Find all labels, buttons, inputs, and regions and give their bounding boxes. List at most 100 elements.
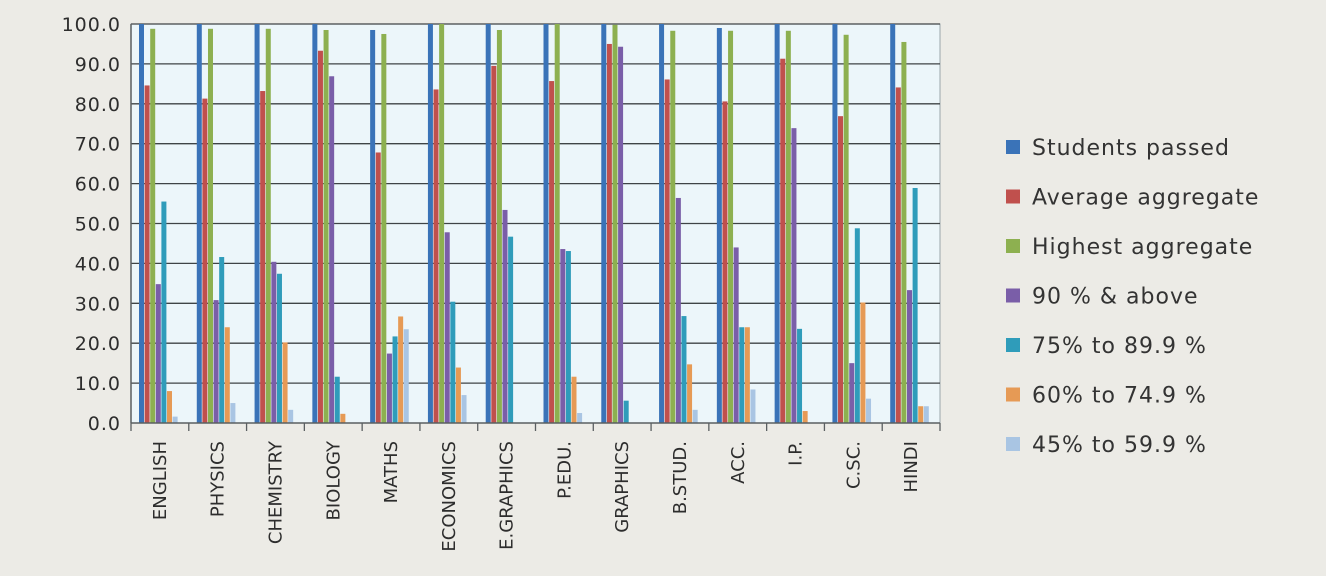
x-tick-label: PHYSICS — [208, 441, 229, 517]
bar — [832, 24, 838, 423]
x-tick-label: BIOLOGY — [323, 440, 344, 520]
bar — [785, 30, 791, 424]
y-tick-label: 50.0 — [75, 214, 121, 236]
bar — [276, 273, 282, 423]
bar — [774, 24, 780, 423]
x-axis-tick-labels: ENGLISH PHYSICS CHEMISTRY BIOLOGY MATHS ECONO… — [150, 440, 922, 552]
bar — [716, 27, 722, 424]
y-tick-label: 90.0 — [75, 54, 121, 76]
bar — [502, 209, 508, 423]
y-tick-label: 0.0 — [88, 413, 121, 435]
bar — [549, 81, 555, 423]
bar — [254, 24, 260, 423]
bar — [571, 376, 577, 423]
bar — [612, 24, 618, 424]
legend-swatch — [1006, 437, 1020, 451]
legend-label: Average aggregate — [1032, 186, 1259, 211]
bar — [866, 398, 872, 423]
bar — [375, 152, 381, 424]
legend-label: 45% to 59.9 % — [1032, 433, 1207, 458]
y-axis-tick-labels: 0.0 10.0 20.0 30.0 40.0 50.0 60.0 70.0 80.0 90.0 1… — [62, 14, 121, 435]
bar — [780, 58, 786, 424]
bar — [739, 327, 745, 423]
bar — [340, 413, 346, 423]
bar — [271, 261, 277, 423]
bar — [744, 327, 750, 423]
bar — [838, 116, 844, 424]
x-tick-label: E.GRAPHICS — [497, 441, 518, 550]
bar — [334, 376, 340, 423]
bar — [161, 201, 167, 423]
y-tick-label: 60.0 — [75, 174, 121, 196]
y-tick-label: 40.0 — [75, 253, 121, 275]
legend: Students passed Average aggregate Highest … — [1006, 136, 1259, 458]
bar — [392, 336, 398, 423]
bar — [901, 41, 907, 424]
bar — [601, 24, 607, 423]
bar — [398, 316, 404, 423]
bar — [560, 249, 566, 423]
bar — [508, 236, 514, 423]
bar — [323, 29, 329, 424]
bar — [733, 247, 739, 423]
bar — [202, 98, 208, 424]
legend-label: 75% to 89.9 % — [1032, 334, 1207, 359]
bar — [260, 91, 266, 423]
x-tick-label: P.EDU. — [554, 441, 575, 499]
bar — [450, 301, 456, 423]
series-5 — [161, 187, 918, 423]
y-tick-label: 20.0 — [75, 333, 121, 355]
bar — [444, 232, 450, 423]
bar — [485, 24, 491, 423]
bar — [439, 24, 445, 423]
bar — [155, 284, 161, 423]
bar — [722, 101, 728, 423]
bar — [288, 409, 294, 423]
bar — [172, 416, 178, 423]
bar — [150, 28, 156, 423]
legend-label: 60% to 74.9 % — [1032, 384, 1207, 409]
bar — [282, 342, 288, 423]
series-1 — [139, 24, 896, 424]
bar — [802, 411, 808, 423]
y-tick-label: 80.0 — [75, 94, 121, 116]
legend-label: Highest aggregate — [1032, 235, 1253, 260]
bar — [433, 89, 439, 423]
bar — [577, 413, 583, 423]
bar — [386, 353, 392, 423]
series-6 — [167, 302, 924, 423]
axes — [130, 24, 941, 431]
bars — [139, 24, 929, 424]
y-tick-label: 100.0 — [62, 14, 121, 36]
bar — [491, 65, 497, 423]
bar — [565, 251, 571, 423]
bar — [370, 29, 376, 424]
legend-swatch — [1006, 338, 1020, 352]
bar — [912, 187, 918, 423]
x-tick-label: GRAPHICS — [612, 441, 633, 533]
bar — [750, 389, 756, 423]
series-3 — [150, 24, 907, 424]
bar — [139, 24, 144, 423]
bar — [144, 85, 150, 423]
x-tick-label: ACC. — [728, 441, 749, 484]
bar — [224, 327, 230, 423]
bar — [403, 329, 409, 423]
bar — [675, 197, 681, 423]
bar — [890, 24, 896, 423]
bar — [659, 24, 665, 423]
bar — [606, 43, 612, 423]
bar — [381, 33, 387, 423]
series-4 — [155, 46, 913, 424]
x-tick-label: B.STUD. — [670, 441, 691, 514]
bar — [207, 28, 213, 423]
bar — [907, 290, 913, 423]
bar — [681, 316, 687, 423]
y-tick-label: 10.0 — [75, 373, 121, 395]
bar — [664, 79, 670, 424]
bar — [317, 50, 323, 423]
bar — [860, 302, 866, 423]
bar — [923, 406, 929, 423]
x-tick-label: C.SC. — [843, 441, 864, 489]
legend-swatch — [1006, 189, 1020, 204]
